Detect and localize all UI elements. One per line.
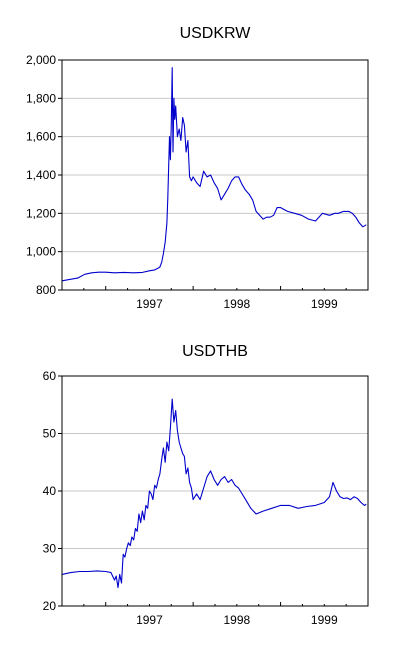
x-tick-label: 1997: [136, 297, 163, 311]
x-tick-label: 1998: [224, 297, 251, 311]
x-tick-label: 1999: [311, 613, 338, 627]
y-tick-label: 1,800: [26, 91, 56, 105]
y-tick-label: 40: [43, 484, 57, 498]
y-tick-label: 1,400: [26, 168, 56, 182]
grid-lines: [62, 433, 368, 549]
y-tick-label: 1,200: [26, 206, 56, 220]
axis-ticks: 800 1,000 1,200 1,400 1,600 1,800 2,000 1997 199…: [26, 53, 347, 311]
y-tick-label: 50: [43, 427, 57, 441]
y-tick-label: 1,600: [26, 130, 56, 144]
x-tick-label: 1997: [136, 613, 163, 627]
grid-lines: [62, 97, 368, 253]
y-tick-label: 2,000: [26, 53, 56, 67]
series-line: [61, 67, 367, 282]
y-tick-label: 1,000: [26, 245, 56, 259]
axis-ticks: 20 30 40 50 60 1997 1998 1999: [43, 369, 347, 627]
x-tick-label: 1999: [311, 297, 338, 311]
chart-panel-usdkrw: USDKRW 800 1,000 1,200 1,400 1,600 1,800 2,000…: [26, 25, 369, 311]
y-tick-label: 30: [43, 542, 57, 556]
x-tick-label: 1998: [224, 613, 251, 627]
chart-panel-usdthb: USDTHB 20 30 40 50 60 1997 1998 1999: [43, 343, 369, 627]
y-tick-label: 60: [43, 369, 57, 383]
series-line: [61, 398, 367, 589]
chart-title: USDTHB: [182, 343, 248, 360]
chart-title: USDKRW: [180, 25, 252, 42]
y-tick-label: 800: [36, 283, 56, 297]
y-tick-label: 20: [43, 599, 57, 613]
